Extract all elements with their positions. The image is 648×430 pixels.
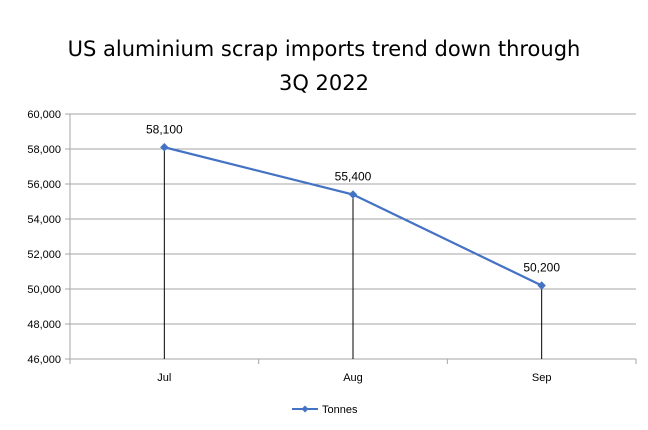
legend-marker [301, 405, 309, 413]
chart-title: US aluminium scrap imports trend down th… [0, 32, 648, 100]
x-tick-label: Aug [343, 372, 363, 384]
legend-label: Tonnes [322, 404, 358, 416]
data-point-marker [160, 143, 169, 152]
data-point-marker [537, 281, 546, 290]
y-tick-label: 56,000 [27, 179, 61, 191]
y-tick-label: 50,000 [27, 284, 61, 296]
x-tick-label: Jul [157, 372, 171, 384]
y-tick-label: 48,000 [27, 319, 61, 331]
data-label: 55,400 [335, 170, 372, 184]
data-label: 58,100 [146, 122, 183, 136]
data-label: 50,200 [523, 261, 560, 275]
y-tick-label: 46,000 [27, 354, 61, 366]
x-tick-label: Sep [532, 372, 552, 384]
chart-title-line-2: 3Q 2022 [278, 71, 369, 95]
y-tick-label: 60,000 [27, 109, 61, 121]
chart-title-line-1: US aluminium scrap imports trend down th… [67, 37, 581, 61]
data-point-marker [348, 190, 358, 199]
y-tick-label: 52,000 [27, 249, 61, 261]
y-tick-label: 58,000 [27, 144, 61, 156]
y-tick-label: 54,000 [27, 214, 61, 226]
